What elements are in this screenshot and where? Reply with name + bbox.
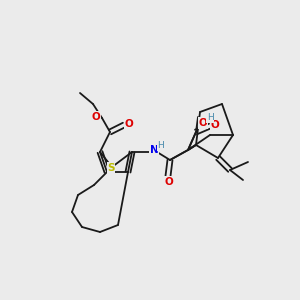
Text: O: O bbox=[211, 120, 219, 130]
Text: O: O bbox=[92, 112, 100, 122]
Text: O: O bbox=[124, 119, 134, 129]
Text: O: O bbox=[199, 118, 207, 128]
Text: S: S bbox=[107, 163, 115, 173]
Text: H: H bbox=[158, 142, 164, 151]
Text: N: N bbox=[150, 145, 158, 155]
Text: H: H bbox=[207, 113, 213, 122]
Text: O: O bbox=[165, 177, 173, 187]
